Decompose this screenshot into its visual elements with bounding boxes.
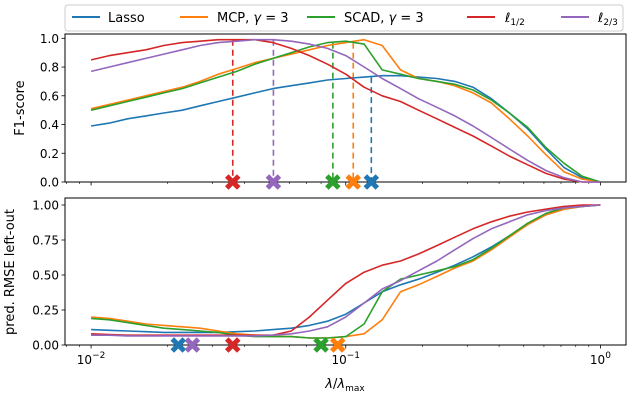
series-line-lasso <box>91 204 601 334</box>
x-tick-labels: 10−2 10−1 100 <box>77 351 611 367</box>
y-tick-label: 0.0 <box>40 176 59 190</box>
series-line-l1-2 <box>91 204 601 337</box>
optimum-marker-lasso <box>363 174 380 190</box>
y-tick-label: 0.00 <box>32 339 59 353</box>
optimum-marker-scad-3 <box>325 174 341 190</box>
optimum-marker-scad-3 <box>313 337 329 353</box>
y-tick-label: 0.50 <box>32 269 59 283</box>
series-line-l2-3 <box>91 204 601 337</box>
rmse-y-ticks: 0.00 0.25 0.50 0.75 1.00 <box>32 199 65 353</box>
x-tick-label-0.1: 10−1 <box>331 351 360 367</box>
legend-label-lasso: Lasso <box>108 11 145 26</box>
y-tick-label: 1.0 <box>40 32 59 46</box>
rmse-y-axis-label: pred. RMSE left-out <box>3 209 18 335</box>
y-tick-label: 0.2 <box>40 147 59 161</box>
series-line-scad-3 <box>91 204 601 339</box>
optimum-marker-l2-3 <box>265 174 282 190</box>
y-tick-label: 0.25 <box>32 304 59 318</box>
x-tick-label-0.01: 10−2 <box>77 351 106 367</box>
y-tick-label: 0.6 <box>40 89 59 103</box>
optimum-marker-l1-2 <box>224 337 241 353</box>
f1-x-ticks <box>66 182 601 186</box>
y-tick-label: 0.8 <box>40 61 59 75</box>
series-line-l2-3 <box>90 38 601 183</box>
optimum-marker-lasso <box>170 337 187 353</box>
y-tick-label: 0.75 <box>32 234 59 248</box>
x-tick-label-1: 100 <box>590 351 611 367</box>
series-line-mcp-3 <box>90 38 601 183</box>
legend-label-mcp: MCP, γ = 3 <box>217 11 289 26</box>
f1-optimum-markers <box>224 174 380 190</box>
rmse-x-ticks <box>66 345 601 349</box>
legend-label-l12: ℓ1/2 <box>504 11 525 28</box>
series-line-l1-2 <box>90 38 601 183</box>
optimum-marker-mcp-3 <box>345 174 362 190</box>
f1-y-axis-label: F1-score <box>13 80 28 135</box>
legend-frame <box>64 4 624 32</box>
optimum-marker-l1-2 <box>224 174 241 190</box>
legend-label-l23: ℓ2/3 <box>597 11 618 28</box>
rmse-panel: 0.00 0.25 0.50 0.75 1.00 pred. RMSE left-out… <box>3 197 627 394</box>
f1-optimum-lines <box>231 39 373 182</box>
rmse-series-lines <box>91 204 601 339</box>
y-tick-label: 1.00 <box>32 199 59 213</box>
optimum-marker-mcp-3 <box>329 337 346 353</box>
y-tick-label: 0.4 <box>40 118 59 132</box>
rmse-axes-frame <box>64 197 627 346</box>
series-line-scad-3 <box>90 40 601 183</box>
legend: Lasso MCP, γ = 3 SCAD, γ = 3 ℓ1/2 ℓ2/3 <box>64 4 624 32</box>
legend-label-scad: SCAD, γ = 3 <box>344 11 424 26</box>
optimum-marker-l2-3 <box>184 337 201 353</box>
rmse-optimum-markers <box>170 337 346 353</box>
x-axis-label: λ/λmax <box>324 377 365 394</box>
f1-y-ticks: 0.0 0.2 0.4 0.6 0.8 1.0 <box>40 32 65 190</box>
f1-score-panel: 0.0 0.2 0.4 0.6 0.8 1.0 F1-score <box>13 32 627 190</box>
f1-series-lines <box>90 38 601 183</box>
